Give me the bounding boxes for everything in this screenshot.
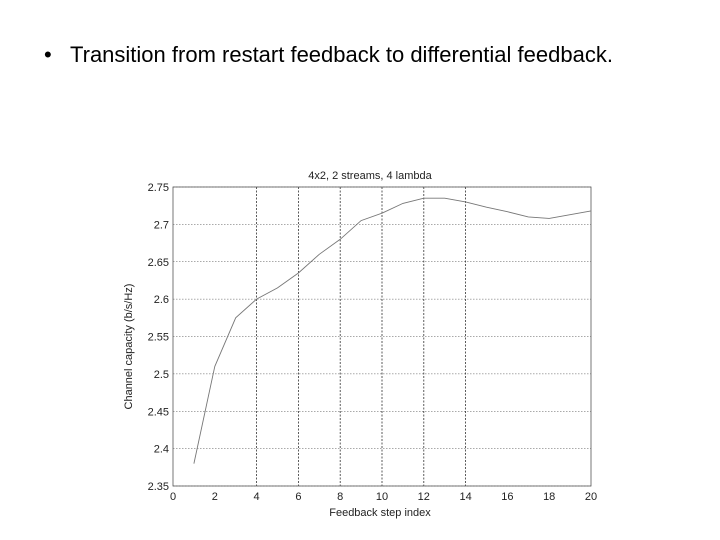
- x-tick-label: 14: [459, 491, 471, 503]
- vertical-marker-layer: [256, 187, 467, 486]
- x-tick-label: 20: [585, 491, 597, 503]
- x-tick-label: 8: [337, 491, 343, 503]
- y-tick-label: 2.7: [154, 219, 169, 231]
- x-tick-label: 16: [501, 491, 513, 503]
- y-tick-label: 2.5: [154, 369, 169, 381]
- y-tick-label: 2.65: [148, 257, 169, 269]
- y-tick-label: 2.6: [154, 294, 169, 306]
- x-tick-label: 18: [543, 491, 555, 503]
- series-layer: [193, 197, 592, 464]
- x-tick-label: 12: [418, 491, 430, 503]
- y-axis-label: Channel capacity (b/s/Hz): [123, 284, 135, 410]
- bullet-dot-icon: •: [44, 42, 52, 67]
- y-tick-label: 2.4: [154, 444, 169, 456]
- x-tick-label: 2: [212, 491, 218, 503]
- y-tick-label: 2.35: [148, 481, 169, 493]
- x-tick-label: 6: [295, 491, 301, 503]
- x-axis-label: Feedback step index: [329, 507, 431, 519]
- y-tick-label: 2.55: [148, 332, 169, 344]
- series-line: [193, 197, 592, 464]
- y-tick-label: 2.45: [148, 406, 169, 418]
- y-tick-label: 2.75: [148, 182, 169, 194]
- x-tick-label: 4: [254, 491, 260, 503]
- grid-layer: [173, 186, 591, 487]
- x-tick-label: 0: [170, 491, 176, 503]
- slide-bullet: • Transition from restart feedback to dif…: [44, 42, 613, 68]
- tick-label-layer: 0 2 4 6 8 10 12 14 16 18 20 2.35 2.4 2.45 2.5 2.55 2.6 2.…: [148, 182, 598, 503]
- plot-frame: [172, 186, 592, 487]
- x-tick-label: 10: [376, 491, 388, 503]
- chart-title: 4x2, 2 streams, 4 lambda: [308, 170, 432, 182]
- bullet-text: Transition from restart feedback to diff…: [70, 42, 613, 67]
